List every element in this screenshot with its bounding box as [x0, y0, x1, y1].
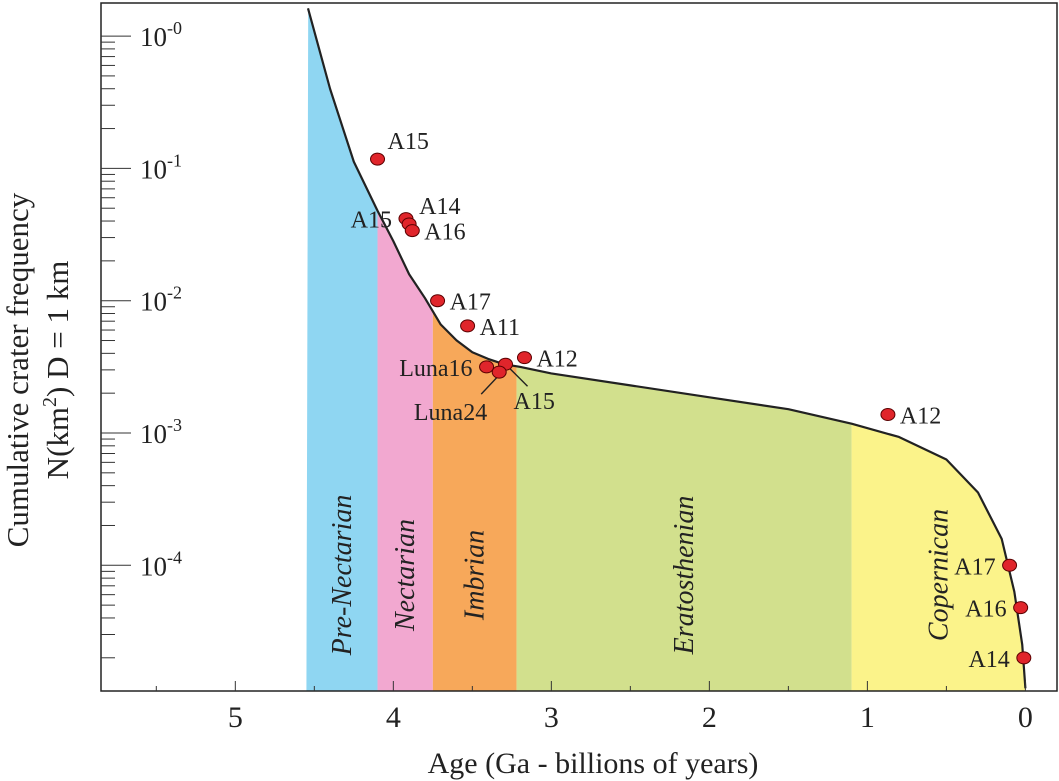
sample-label-a15: A15 [514, 389, 555, 415]
x-tick-label: 5 [228, 701, 243, 734]
y-axis-label-part1: N(km [40, 407, 75, 479]
sample-point-a16 [404, 224, 420, 238]
sample-label-a17: A17 [450, 290, 491, 316]
y-tick-exponent: -0 [167, 18, 182, 38]
y-axis-label-part3: ) D = 1 km [40, 261, 75, 397]
sample-label-a12: A12 [536, 347, 577, 373]
y-tick-exponent: -4 [167, 547, 182, 567]
sample-label-a16: A16 [965, 597, 1006, 623]
curve-line [306, 8, 1027, 689]
sample-label-a17: A17 [954, 554, 995, 580]
y-tick-base: 10 [140, 551, 167, 581]
sample-point-a11 [460, 319, 476, 333]
x-tick-label: 3 [544, 701, 559, 734]
y-axis-label-line1: Cumulative crater frequency [0, 192, 35, 547]
sample-point-luna24 [491, 365, 507, 379]
sample-label-a15: A15 [388, 129, 429, 155]
y-tick-label: 10-0 [140, 18, 182, 52]
x-tick-label: 2 [702, 701, 717, 734]
plot-frame [100, 2, 1058, 692]
period-label-imbrian: Imbrian [460, 530, 491, 621]
sample-point-a15 [370, 152, 386, 166]
sample-label-a14: A14 [968, 647, 1009, 673]
x-tick-label: 4 [386, 701, 401, 734]
sample-label-luna16: Luna16 [399, 356, 472, 382]
period-label-nectarian: Nectarian [390, 519, 421, 632]
x-tick-label: 1 [860, 701, 875, 734]
y-tick-label: 10-1 [140, 150, 182, 184]
period-band-nectarian [377, 210, 433, 691]
plot-border [100, 2, 1058, 692]
period-label-copernican: Copernican [923, 509, 954, 641]
period-label-pre-nectarian: Pre-Nectarian [327, 495, 358, 657]
sample-leader-line [480, 376, 498, 395]
sample-label-luna24: Luna24 [414, 400, 487, 426]
y-tick-base: 10 [140, 22, 167, 52]
y-tick-exponent: -1 [167, 150, 182, 170]
y-tick-label: 10-3 [140, 415, 182, 449]
period-band-eratosthenian [516, 366, 852, 691]
sample-point-a16 [1013, 601, 1029, 615]
y-tick-exponent: -3 [167, 415, 182, 435]
sample-label-a15: A15 [351, 208, 392, 234]
geologic-periods: Pre-Nectarian Nectarian Imbrian Eratostheni… [306, 9, 1026, 691]
period-band-copernican [851, 423, 1026, 691]
sample-label-a12: A12 [900, 403, 941, 429]
sample-point-a17 [430, 294, 446, 308]
y-tick-base: 10 [140, 287, 167, 317]
sample-leader-line [509, 367, 529, 387]
y-tick-base: 10 [140, 154, 167, 184]
sample-point-a17 [1002, 558, 1018, 572]
y-axis-label-line2: N(km2) D = 1 km [39, 261, 75, 480]
sample-point-a12 [516, 351, 532, 365]
y-tick-label: 10-4 [140, 547, 182, 581]
period-band-imbrian [432, 311, 517, 691]
sample-point-a14 [1016, 651, 1032, 665]
y-axis-ticks: 10-010-110-210-310-4 [101, 18, 182, 659]
crater-curve [306, 8, 1027, 689]
period-band-pre-nectarian [306, 9, 378, 691]
sample-point-a12 [880, 407, 896, 421]
x-axis-label: Age (Ga - billions of years) [428, 747, 759, 780]
period-label-eratosthenian: Eratosthenian [669, 496, 700, 656]
y-tick-label: 10-2 [140, 283, 182, 317]
y-tick-base: 10 [140, 419, 167, 449]
sample-label-a16: A16 [424, 220, 465, 246]
sample-label-a11: A11 [480, 315, 520, 341]
sample-label-a14: A14 [419, 194, 460, 220]
y-tick-exponent: -2 [167, 283, 182, 303]
sample-point-luna16 [479, 360, 495, 374]
x-tick-label: 0 [1018, 701, 1033, 734]
x-axis-ticks: 5 4 3 2 1 0 [155, 681, 1033, 734]
y-axis-label-superscript: 2 [39, 397, 61, 407]
